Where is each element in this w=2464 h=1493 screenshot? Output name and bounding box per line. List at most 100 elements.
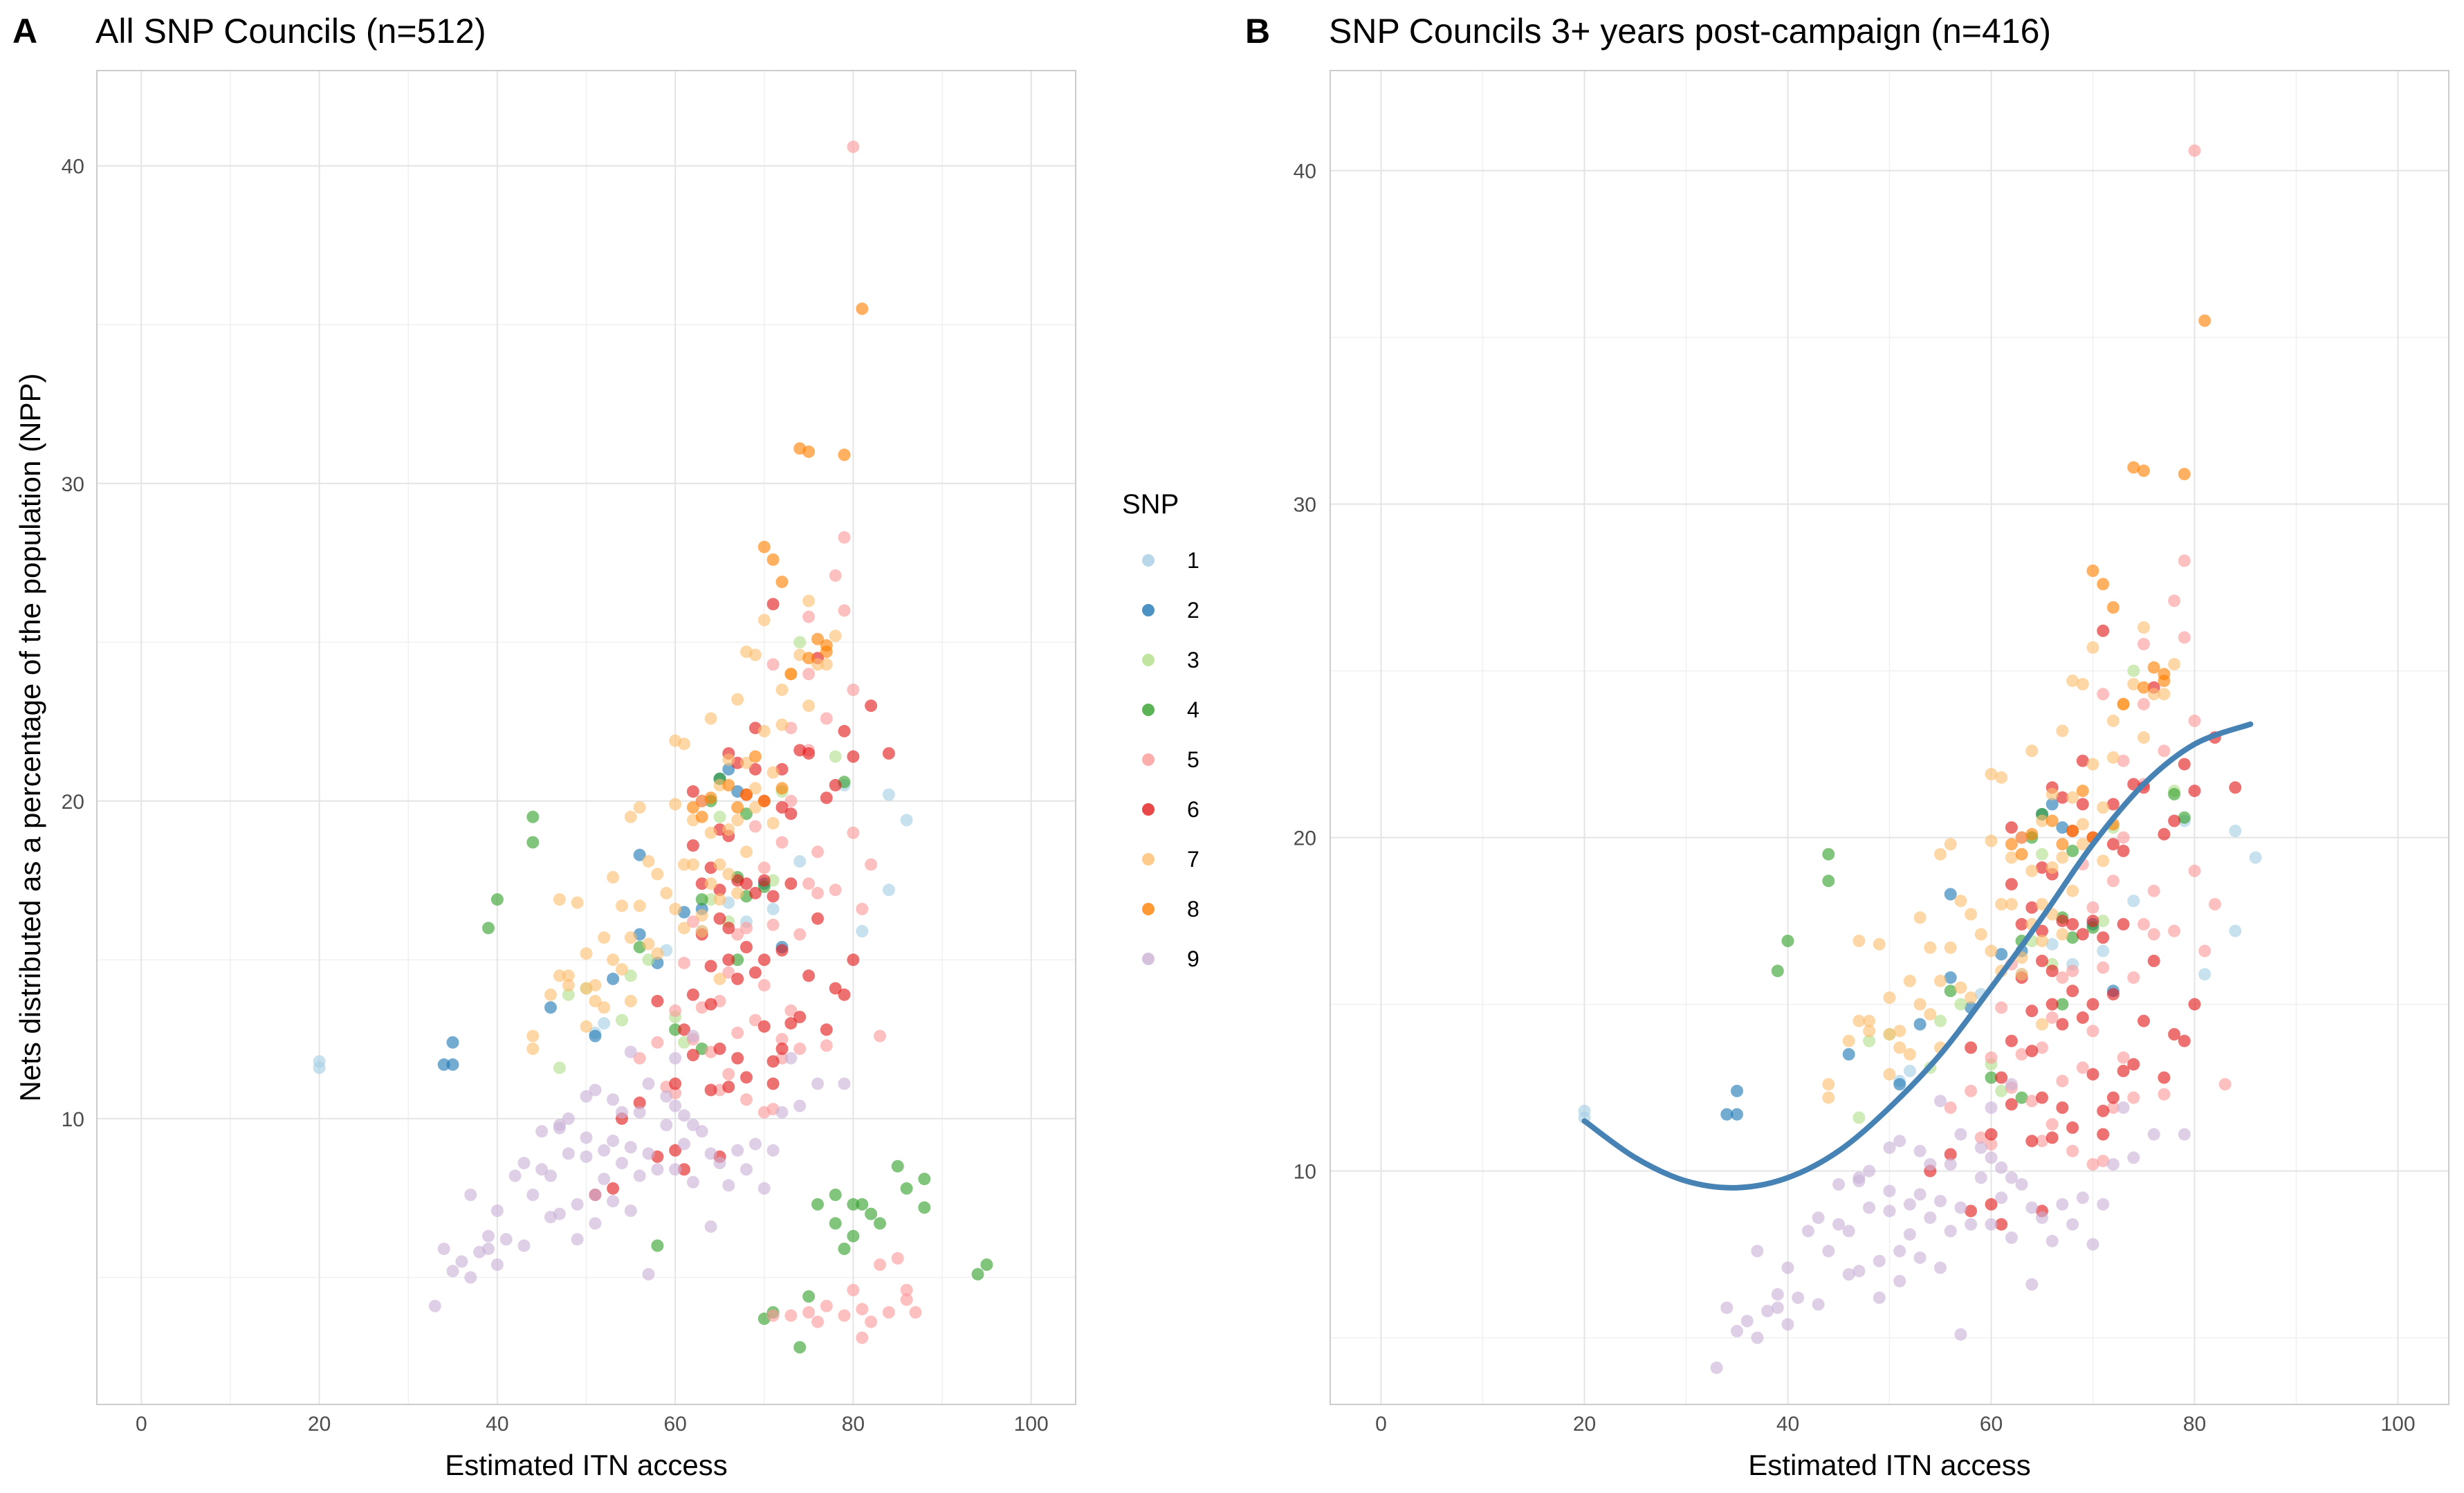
data-point-snp-7 bbox=[2056, 724, 2069, 738]
data-point-snp-9 bbox=[2097, 1198, 2110, 1211]
data-point-snp-9 bbox=[2005, 1231, 2018, 1244]
data-point-snp-5 bbox=[2025, 1094, 2039, 1108]
data-point-snp-9 bbox=[2086, 1238, 2099, 1251]
data-point-snp-2 bbox=[446, 1058, 459, 1071]
data-point-snp-7 bbox=[1883, 1068, 1896, 1081]
x-tick-label: 100 bbox=[1014, 1413, 1049, 1436]
data-point-snp-5 bbox=[722, 1068, 735, 1081]
data-point-snp-7 bbox=[829, 630, 842, 643]
data-point-snp-6 bbox=[1995, 1071, 2008, 1084]
x-tick-label: 0 bbox=[1375, 1413, 1387, 1436]
data-point-snp-5 bbox=[2158, 1088, 2171, 1101]
data-point-snp-6 bbox=[2106, 1091, 2120, 1104]
data-point-snp-5 bbox=[2208, 898, 2221, 910]
data-point-snp-5 bbox=[2188, 714, 2201, 727]
data-point-snp-9 bbox=[1863, 1201, 1876, 1214]
data-point-snp-6 bbox=[2127, 1058, 2140, 1071]
legend-label-4: 4 bbox=[1187, 697, 1199, 722]
data-point-snp-7 bbox=[633, 801, 646, 814]
data-point-snp-2 bbox=[1913, 1018, 1927, 1031]
data-point-snp-7 bbox=[748, 801, 762, 814]
data-point-snp-7 bbox=[633, 899, 646, 913]
data-point-snp-6 bbox=[2045, 998, 2059, 1011]
data-point-snp-7 bbox=[1954, 895, 1967, 908]
data-point-snp-4 bbox=[526, 836, 540, 849]
data-point-snp-9 bbox=[437, 1243, 450, 1256]
data-point-snp-2 bbox=[1893, 1078, 1906, 1091]
data-point-snp-3 bbox=[624, 969, 637, 982]
data-point-snp-6 bbox=[2127, 778, 2140, 791]
data-point-snp-4 bbox=[1771, 964, 1784, 978]
data-point-snp-9 bbox=[784, 1052, 798, 1065]
data-point-snp-6 bbox=[2097, 931, 2110, 944]
data-point-snp-7 bbox=[775, 684, 789, 697]
data-point-snp-5 bbox=[1965, 1084, 1978, 1097]
data-point-snp-2 bbox=[1731, 1108, 1743, 1121]
data-point-snp-6 bbox=[2168, 814, 2181, 827]
data-point-snp-6 bbox=[704, 960, 717, 973]
data-point-snp-5 bbox=[678, 956, 690, 969]
data-point-snp-9 bbox=[1792, 1291, 1805, 1304]
data-point-snp-5 bbox=[2147, 928, 2160, 941]
data-point-snp-8 bbox=[775, 782, 789, 795]
data-point-snp-6 bbox=[2178, 1034, 2191, 1047]
data-point-snp-9 bbox=[2147, 1128, 2160, 1141]
data-point-snp-6 bbox=[651, 995, 664, 1007]
y-tick-label: 30 bbox=[62, 473, 84, 496]
data-point-snp-7 bbox=[2127, 677, 2140, 690]
y-tick-label: 40 bbox=[62, 156, 84, 178]
data-point-snp-6 bbox=[748, 966, 762, 979]
data-point-snp-7 bbox=[1995, 771, 2008, 784]
data-point-snp-7 bbox=[1822, 1091, 1835, 1104]
data-point-snp-9 bbox=[562, 1112, 575, 1125]
data-point-snp-6 bbox=[713, 912, 726, 925]
data-point-snp-6 bbox=[838, 724, 851, 738]
data-point-snp-5 bbox=[2168, 924, 2181, 937]
data-point-snp-6 bbox=[678, 1023, 690, 1036]
data-point-snp-5 bbox=[757, 861, 771, 874]
data-point-snp-9 bbox=[722, 1179, 735, 1192]
data-point-snp-6 bbox=[2056, 791, 2069, 804]
data-point-snp-9 bbox=[748, 1137, 762, 1151]
data-point-snp-4 bbox=[971, 1267, 984, 1281]
data-point-snp-8 bbox=[2117, 697, 2130, 711]
data-point-snp-1 bbox=[2229, 825, 2242, 837]
data-point-snp-6 bbox=[2036, 924, 2048, 937]
data-point-snp-5 bbox=[2086, 901, 2099, 914]
data-point-snp-3 bbox=[793, 636, 807, 649]
data-point-snp-7 bbox=[766, 766, 780, 779]
data-point-snp-4 bbox=[2066, 844, 2079, 857]
data-point-snp-5 bbox=[874, 1258, 886, 1271]
data-point-snp-3 bbox=[829, 750, 842, 763]
data-point-snp-5 bbox=[2045, 1011, 2059, 1024]
data-point-snp-8 bbox=[2066, 825, 2079, 837]
data-point-snp-9 bbox=[1883, 1205, 1896, 1218]
data-point-snp-7 bbox=[624, 810, 637, 823]
data-point-snp-8 bbox=[2025, 827, 2039, 841]
data-point-snp-8 bbox=[757, 540, 771, 553]
data-point-snp-9 bbox=[2025, 1278, 2039, 1291]
data-point-snp-6 bbox=[2086, 998, 2099, 1011]
data-point-snp-7 bbox=[811, 658, 824, 671]
data-point-snp-6 bbox=[766, 1055, 780, 1068]
data-point-snp-1 bbox=[766, 902, 780, 915]
data-point-snp-5 bbox=[2158, 744, 2171, 758]
data-point-snp-8 bbox=[2086, 565, 2099, 577]
data-point-snp-9 bbox=[1771, 1288, 1784, 1301]
data-point-snp-1 bbox=[1903, 1065, 1916, 1077]
panel-a: A All SNP Councils (n=512) 0 20 40 60 80 100 1… bbox=[12, 12, 1076, 1481]
data-point-snp-6 bbox=[740, 1071, 753, 1084]
data-point-snp-9 bbox=[544, 1169, 557, 1182]
data-point-snp-4 bbox=[2066, 931, 2079, 944]
data-point-snp-7 bbox=[1985, 834, 1998, 848]
data-point-snp-6 bbox=[2097, 1128, 2110, 1141]
data-point-snp-7 bbox=[2066, 791, 2079, 804]
data-point-snp-6 bbox=[2005, 1098, 2018, 1111]
legend-key-7 bbox=[1142, 853, 1155, 865]
data-point-snp-5 bbox=[900, 1283, 913, 1297]
data-point-snp-7 bbox=[553, 893, 566, 906]
data-point-snp-6 bbox=[2076, 798, 2089, 811]
data-point-snp-7 bbox=[713, 778, 726, 791]
data-point-snp-7 bbox=[695, 925, 708, 937]
data-point-snp-9 bbox=[589, 1083, 602, 1097]
